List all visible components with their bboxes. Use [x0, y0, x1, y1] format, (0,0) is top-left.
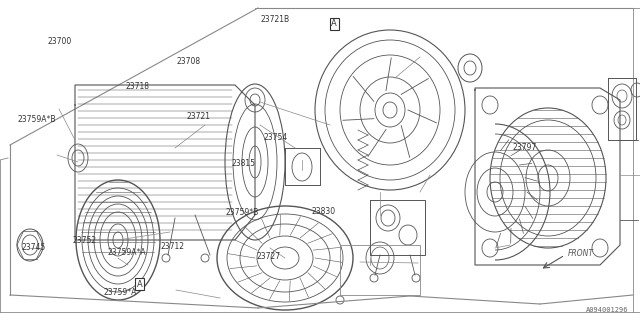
Text: 23721: 23721: [186, 112, 211, 121]
Text: FRONT: FRONT: [568, 249, 594, 258]
Text: A094001296: A094001296: [586, 307, 628, 313]
Text: 23815: 23815: [231, 159, 255, 168]
Text: 23759*A: 23759*A: [104, 288, 137, 297]
Text: 23759A*B: 23759A*B: [18, 115, 56, 124]
Text: 23754: 23754: [263, 133, 287, 142]
Text: 23752: 23752: [72, 236, 97, 245]
Text: 23759*B: 23759*B: [225, 208, 259, 217]
Text: 23700: 23700: [47, 37, 72, 46]
Text: A: A: [332, 20, 337, 28]
Text: 23712: 23712: [161, 242, 185, 251]
Text: 23708: 23708: [177, 57, 201, 66]
Text: 23721B: 23721B: [260, 15, 290, 24]
Text: 23830: 23830: [311, 207, 335, 216]
Text: 23759A*A: 23759A*A: [108, 248, 146, 257]
Text: 23718: 23718: [125, 82, 150, 91]
Text: 23727: 23727: [257, 252, 281, 261]
Text: 23797: 23797: [513, 143, 537, 152]
Text: A: A: [137, 280, 142, 289]
Text: 23745: 23745: [21, 243, 45, 252]
